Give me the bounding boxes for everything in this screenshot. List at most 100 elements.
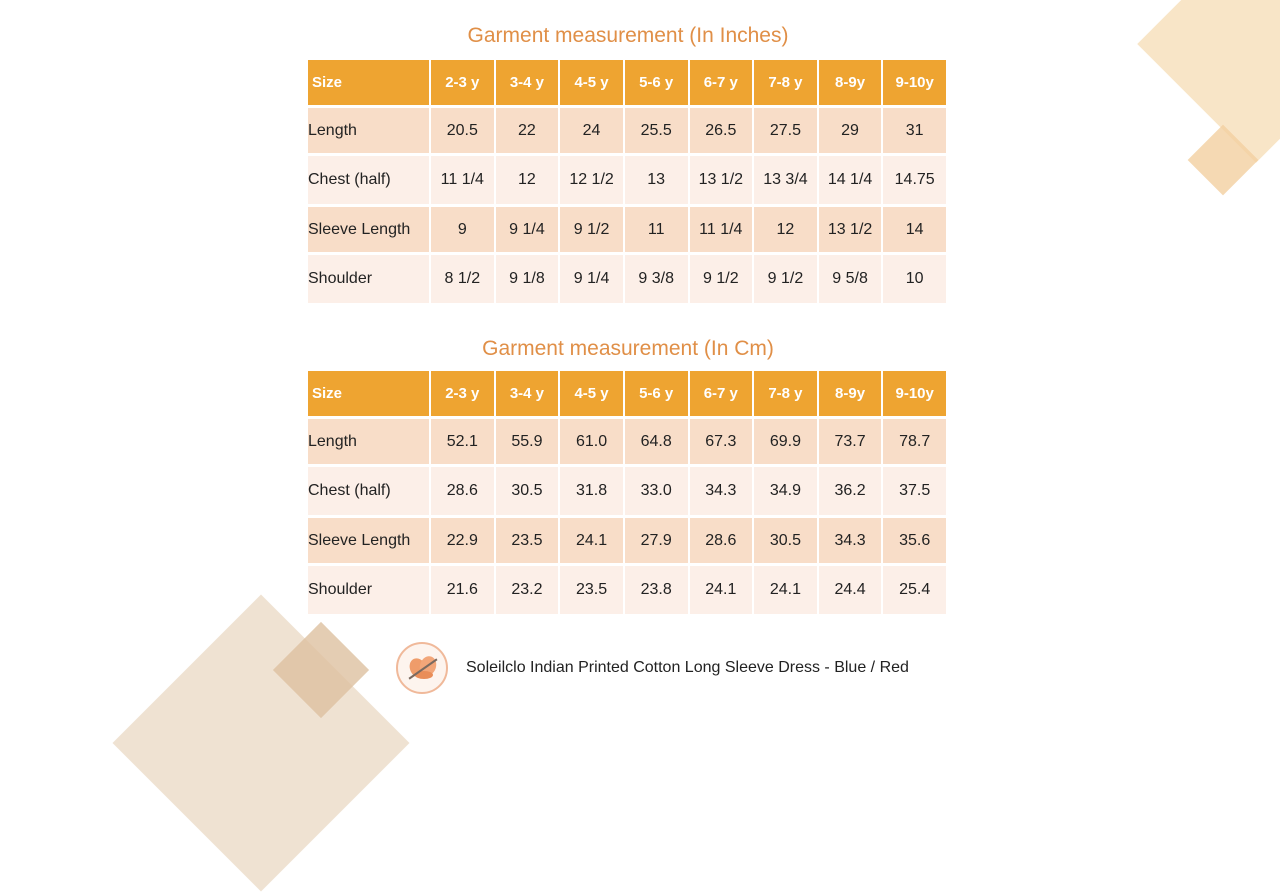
table-cell: 23.5 [494,516,561,566]
header-cell: 6-7 y [688,371,755,419]
table-cell: 34.3 [817,516,884,566]
header-cell: 7-8 y [753,371,819,419]
table-cell: 55.9 [494,417,561,467]
table-cell: 69.9 [753,417,819,467]
table-cell: 22.9 [430,516,496,566]
table-cell: 20.5 [430,106,496,156]
table-cell: 10 [882,253,948,306]
table-row: Length 52.1 55.9 61.0 64.8 67.3 69.9 73.… [308,417,948,467]
header-cell: 5-6 y [623,60,690,108]
table-cell: 27.9 [623,516,690,566]
table-cell: 9 1/4 [559,253,625,306]
table-cell: 26.5 [688,106,755,156]
table-cell: 12 1/2 [559,154,625,207]
table-cell: 11 [623,205,690,255]
table-cell: 13 1/2 [817,205,884,255]
header-cell: 3-4 y [494,371,561,419]
table-cell: 11 1/4 [430,154,496,207]
header-cell: Size [308,60,431,108]
table-cell: 64.8 [623,417,690,467]
table-cell: 9 1/8 [494,253,561,306]
table-cell: 9 1/4 [494,205,561,255]
table-row: Chest (half) 28.6 30.5 31.8 33.0 34.3 34… [308,465,948,518]
table-cell: 36.2 [817,465,884,518]
table-cell: 9 [430,205,496,255]
header-cell: 2-3 y [430,371,496,419]
row-label: Sleeve Length [308,516,431,566]
table-cell: 24.1 [559,516,625,566]
table-cell: 34.9 [753,465,819,518]
table-row: Length 20.5 22 24 25.5 26.5 27.5 29 31 [308,106,948,156]
table-cell: 24.1 [688,564,755,617]
table-cell: 8 1/2 [430,253,496,306]
table-cell: 9 1/2 [559,205,625,255]
header-cell: Size [308,371,431,419]
header-cell: 8-9y [817,60,884,108]
row-label: Chest (half) [308,154,431,207]
table-row: Sleeve Length 22.9 23.5 24.1 27.9 28.6 3… [308,516,948,566]
table-cell: 27.5 [753,106,819,156]
header-row: Size 2-3 y 3-4 y 4-5 y 5-6 y 6-7 y 7-8 y… [308,371,948,419]
inches-table-title: Garment measurement (In Inches) [467,24,789,47]
header-cell: 6-7 y [688,60,755,108]
table-cell: 28.6 [430,465,496,518]
table-cell: 9 1/2 [753,253,819,306]
table-cell: 25.5 [623,106,690,156]
table-cell: 37.5 [882,465,948,518]
table-cell: 34.3 [688,465,755,518]
table-cell: 30.5 [753,516,819,566]
table-cell: 9 3/8 [623,253,690,306]
header-cell: 3-4 y [494,60,561,108]
table-cell: 31.8 [559,465,625,518]
inches-size-table: Size 2-3 y 3-4 y 4-5 y 5-6 y 6-7 y 7-8 y… [308,60,948,306]
table-row: Shoulder 21.6 23.2 23.5 23.8 24.1 24.1 2… [308,564,948,617]
header-cell: 5-6 y [623,371,690,419]
table-cell: 11 1/4 [688,205,755,255]
table-cell: 12 [494,154,561,207]
header-cell: 2-3 y [430,60,496,108]
header-row: Size 2-3 y 3-4 y 4-5 y 5-6 y 6-7 y 7-8 y… [308,60,948,108]
row-label: Length [308,106,431,156]
table-cell: 24.4 [817,564,884,617]
table-cell: 14.75 [882,154,948,207]
cm-table-title: Garment measurement (In Cm) [482,337,774,360]
table-cell: 35.6 [882,516,948,566]
table-cell: 78.7 [882,417,948,467]
row-label: Chest (half) [308,465,431,518]
table-cell: 30.5 [494,465,561,518]
table-cell: 13 3/4 [753,154,819,207]
table-row: Chest (half) 11 1/4 12 12 1/2 13 13 1/2 … [308,154,948,207]
header-cell: 7-8 y [753,60,819,108]
table-row: Shoulder 8 1/2 9 1/8 9 1/4 9 3/8 9 1/2 9… [308,253,948,306]
table-cell: 23.2 [494,564,561,617]
header-cell: 9-10y [882,371,948,419]
table-cell: 28.6 [688,516,755,566]
row-label: Sleeve Length [308,205,431,255]
cm-size-table: Size 2-3 y 3-4 y 4-5 y 5-6 y 6-7 y 7-8 y… [308,371,948,617]
row-label: Shoulder [308,253,431,306]
header-cell: 9-10y [882,60,948,108]
row-label: Shoulder [308,564,431,617]
table-cell: 73.7 [817,417,884,467]
table-cell: 67.3 [688,417,755,467]
table-cell: 23.5 [559,564,625,617]
table-cell: 23.8 [623,564,690,617]
product-footer: Soleilclo Indian Printed Cotton Long Sle… [396,640,909,696]
table-cell: 33.0 [623,465,690,518]
table-cell: 29 [817,106,884,156]
brand-logo-icon [396,642,448,694]
table-cell: 24 [559,106,625,156]
header-cell: 4-5 y [559,60,625,108]
table-cell: 9 1/2 [688,253,755,306]
header-cell: 8-9y [817,371,884,419]
table-cell: 14 [882,205,948,255]
product-caption: Soleilclo Indian Printed Cotton Long Sle… [466,659,909,676]
table-cell: 9 5/8 [817,253,884,306]
row-label: Length [308,417,431,467]
header-cell: 4-5 y [559,371,625,419]
table-cell: 14 1/4 [817,154,884,207]
table-cell: 52.1 [430,417,496,467]
table-cell: 22 [494,106,561,156]
decor-diamond-bottom-left [112,594,410,892]
table-row: Sleeve Length 9 9 1/4 9 1/2 11 11 1/4 12… [308,205,948,255]
